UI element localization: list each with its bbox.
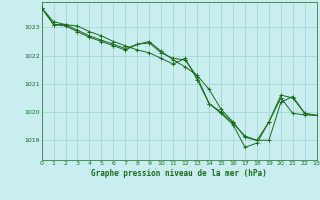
- X-axis label: Graphe pression niveau de la mer (hPa): Graphe pression niveau de la mer (hPa): [91, 169, 267, 178]
